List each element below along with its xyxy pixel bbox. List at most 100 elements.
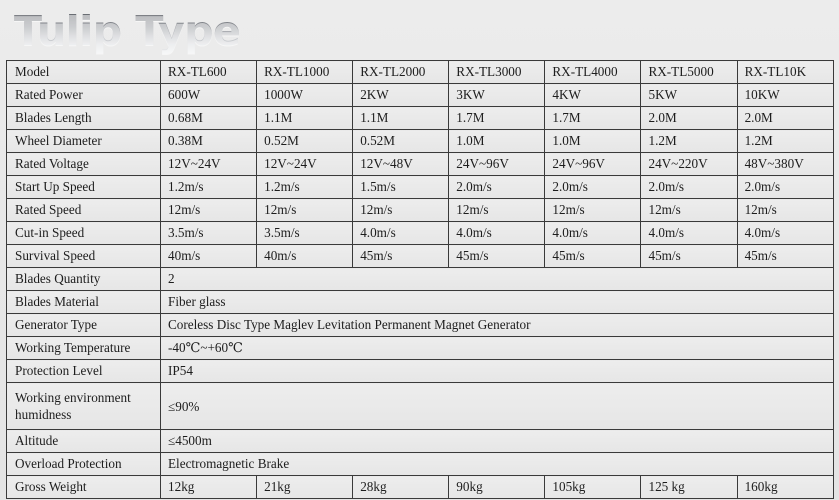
table-cell: 1000W bbox=[256, 83, 354, 107]
table-cell: 125 kg bbox=[640, 475, 738, 499]
specification-table: Model RX-TL600 RX-TL1000 RX-TL2000 RX-TL3000… bbox=[6, 60, 834, 499]
page-title: Tulip Type bbox=[14, 7, 241, 55]
table-cell: 12V~24V bbox=[256, 152, 354, 176]
title-area: Tulip Type bbox=[0, 0, 839, 55]
row-label: Rated Power bbox=[6, 83, 161, 107]
table-cell: 12m/s bbox=[736, 198, 834, 222]
table-cell: 12kg bbox=[159, 475, 258, 499]
row-label: Blades Material bbox=[6, 290, 161, 314]
row-label: Working environment humidness bbox=[6, 382, 161, 430]
table-cell: Electromagnetic Brake bbox=[160, 452, 834, 476]
specification-table-container: Model RX-TL600 RX-TL1000 RX-TL2000 RX-TL3000… bbox=[6, 60, 834, 499]
row-label: Altitude bbox=[6, 429, 161, 453]
table-cell: RX-TL1000 bbox=[256, 60, 354, 84]
table-cell: 28kg bbox=[352, 475, 450, 499]
table-row: Rated Power 600W 1000W 2KW 3KW 4KW 5KW 10KW bbox=[6, 83, 834, 107]
table-cell: 1.2m/s bbox=[159, 175, 258, 199]
table-cell: 24V~96V bbox=[544, 152, 642, 176]
table-row: Generator Type Coreless Disc Type Maglev … bbox=[6, 313, 834, 337]
table-cell: RX-TL3000 bbox=[448, 60, 546, 84]
row-label: Working Temperature bbox=[6, 336, 161, 360]
table-row: Rated Speed 12m/s 12m/s 12m/s 12m/s 12m/s 12m/… bbox=[6, 198, 834, 222]
table-row: Rated Voltage 12V~24V 12V~24V 12V~48V 24V~96… bbox=[6, 152, 834, 176]
table-row: Cut-in Speed 3.5m/s 3.5m/s 4.0m/s 4.0m/s 4.0m… bbox=[6, 221, 834, 245]
table-cell: ≤4500m bbox=[160, 429, 834, 453]
table-cell: 45m/s bbox=[544, 244, 642, 268]
table-row: Blades Quantity 2 bbox=[6, 267, 834, 291]
table-cell: 12V~48V bbox=[352, 152, 450, 176]
table-cell: 45m/s bbox=[640, 244, 738, 268]
table-cell: IP54 bbox=[160, 359, 834, 383]
table-cell: 1.5m/s bbox=[352, 175, 450, 199]
table-cell: 2.0M bbox=[736, 106, 834, 130]
table-cell: 90kg bbox=[448, 475, 546, 499]
table-cell: 3.5m/s bbox=[159, 221, 258, 245]
table-cell: 40m/s bbox=[256, 244, 354, 268]
table-cell: Fiber glass bbox=[160, 290, 834, 314]
table-row: Protection Level IP54 bbox=[6, 359, 834, 383]
table-cell: 2.0m/s bbox=[544, 175, 642, 199]
table-cell: 2.0m/s bbox=[640, 175, 738, 199]
table-cell: 1.7M bbox=[448, 106, 546, 130]
table-cell: 1.7M bbox=[544, 106, 642, 130]
table-row: Blades Length 0.68M 1.1M 1.1M 1.7M 1.7M 2.0M 2.… bbox=[6, 106, 834, 130]
table-cell: 0.52M bbox=[256, 129, 354, 153]
table-row: Survival Speed 40m/s 40m/s 45m/s 45m/s 45m/s 4… bbox=[6, 244, 834, 268]
table-cell: 45m/s bbox=[736, 244, 834, 268]
table-row: Blades Material Fiber glass bbox=[6, 290, 834, 314]
row-label: Rated Voltage bbox=[6, 152, 161, 176]
table-cell: 1.1M bbox=[256, 106, 354, 130]
table-cell: 12m/s bbox=[640, 198, 738, 222]
table-cell: 4KW bbox=[544, 83, 642, 107]
table-cell: 1.1M bbox=[352, 106, 450, 130]
table-cell: 40m/s bbox=[159, 244, 258, 268]
row-label: Model bbox=[6, 60, 161, 84]
row-label: Rated Speed bbox=[6, 198, 161, 222]
table-cell: 45m/s bbox=[352, 244, 450, 268]
table-cell: 48V~380V bbox=[736, 152, 834, 176]
table-cell: 4.0m/s bbox=[640, 221, 738, 245]
table-row: Working environment humidness ≤90% bbox=[6, 382, 834, 430]
row-label: Overload Protection bbox=[6, 452, 161, 476]
table-cell: 12m/s bbox=[544, 198, 642, 222]
row-label: Generator Type bbox=[6, 313, 161, 337]
table-cell: 24V~220V bbox=[640, 152, 738, 176]
table-cell: 0.52M bbox=[352, 129, 450, 153]
table-row: Start Up Speed 1.2m/s 1.2m/s 1.5m/s 2.0m/s 2.… bbox=[6, 175, 834, 199]
table-row: Overload Protection Electromagnetic Brake bbox=[6, 452, 834, 476]
table-row: Gross Weight 12kg 21kg 28kg 90kg 105kg 125 kg 1… bbox=[6, 475, 834, 499]
table-cell: 12m/s bbox=[352, 198, 450, 222]
table-row: Model RX-TL600 RX-TL1000 RX-TL2000 RX-TL3000… bbox=[6, 60, 834, 84]
table-cell: 12m/s bbox=[448, 198, 546, 222]
table-cell: 24V~96V bbox=[448, 152, 546, 176]
table-cell: 1.2m/s bbox=[256, 175, 354, 199]
table-cell: 0.68M bbox=[159, 106, 258, 130]
table-cell: 3.5m/s bbox=[256, 221, 354, 245]
table-cell: 4.0m/s bbox=[352, 221, 450, 245]
row-label: Survival Speed bbox=[6, 244, 161, 268]
row-label: Start Up Speed bbox=[6, 175, 161, 199]
table-cell: 2KW bbox=[352, 83, 450, 107]
table-cell: 600W bbox=[159, 83, 258, 107]
table-cell: 1.0M bbox=[448, 129, 546, 153]
table-cell: 1.2M bbox=[736, 129, 834, 153]
table-cell: Coreless Disc Type Maglev Levitation Per… bbox=[160, 313, 834, 337]
table-cell: 0.38M bbox=[159, 129, 258, 153]
table-cell: 4.0m/s bbox=[544, 221, 642, 245]
table-cell: RX-TL600 bbox=[159, 60, 258, 84]
row-label: Protection Level bbox=[6, 359, 161, 383]
table-cell: RX-TL2000 bbox=[352, 60, 450, 84]
table-cell: 2.0m/s bbox=[736, 175, 834, 199]
table-cell: 12m/s bbox=[159, 198, 258, 222]
table-row: Altitude ≤4500m bbox=[6, 429, 834, 453]
table-cell: RX-TL4000 bbox=[544, 60, 642, 84]
table-cell: 21kg bbox=[256, 475, 354, 499]
table-cell: ≤90% bbox=[160, 382, 834, 430]
table-cell: 160kg bbox=[736, 475, 834, 499]
table-cell: 3KW bbox=[448, 83, 546, 107]
table-cell: 12m/s bbox=[256, 198, 354, 222]
row-label: Wheel Diameter bbox=[6, 129, 161, 153]
row-label: Cut-in Speed bbox=[6, 221, 161, 245]
table-cell: 1.0M bbox=[544, 129, 642, 153]
